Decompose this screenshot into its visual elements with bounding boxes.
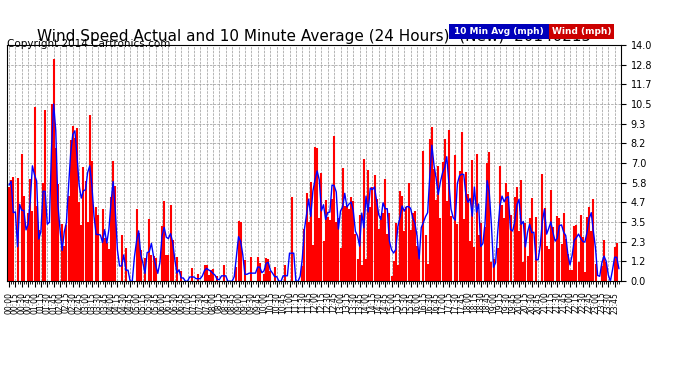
Bar <box>549 24 614 39</box>
Bar <box>448 24 549 39</box>
Text: Wind (mph): Wind (mph) <box>551 27 611 36</box>
Text: Copyright 2014 Cartronics.com: Copyright 2014 Cartronics.com <box>7 39 170 50</box>
Title: Wind Speed Actual and 10 Minute Average (24 Hours)  (New)  20140215: Wind Speed Actual and 10 Minute Average … <box>37 29 591 44</box>
Text: 10 Min Avg (mph): 10 Min Avg (mph) <box>453 27 544 36</box>
